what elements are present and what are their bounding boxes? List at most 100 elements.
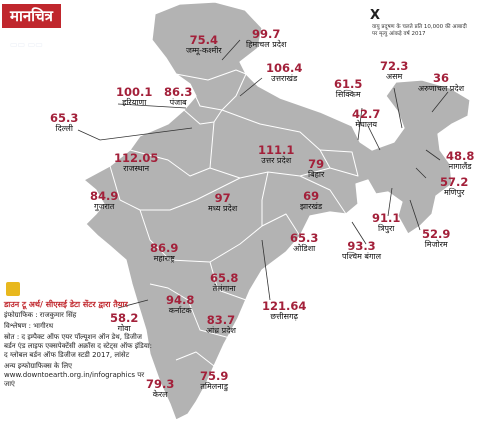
region-label-punjab: 86.3 पंजाब	[164, 86, 192, 107]
region-label-uttarakhand: 106.4 उत्तराखंड	[266, 62, 302, 83]
region-name: आंध्र प्रदेश	[206, 326, 236, 335]
region-value: 65.3	[290, 231, 319, 245]
leader-line-chhattisgarh	[261, 239, 271, 301]
region-value: 52.9	[422, 227, 451, 241]
region-value: 65.3	[50, 111, 79, 125]
credits-block: डाउन टू अर्थ/ सीएसई डेटा सेंटर द्वारा तै…	[4, 300, 154, 391]
region-value: 75.9	[200, 369, 229, 383]
credits-heading: डाउन टू अर्थ/ सीएसई डेटा सेंटर द्वारा तै…	[4, 300, 128, 309]
leader-line-hp	[221, 39, 241, 61]
region-value: 111.1	[258, 143, 295, 157]
region-label-west-bengal: 93.3 पश्चिम बंगाल	[342, 240, 381, 261]
region-value: 79.3	[146, 377, 175, 391]
credits-analysis: विश्लेषण : भागीरथ	[4, 322, 54, 330]
leader-line-delhi	[77, 127, 193, 141]
region-value: 48.8	[446, 149, 475, 163]
region-label-gujarat: 84.9 गुजरात	[90, 190, 118, 211]
region-value: 112.05	[114, 151, 159, 165]
region-name: हिमाचल प्रदेश	[246, 40, 287, 49]
leader-line-wb	[351, 221, 367, 245]
publisher-logo	[6, 282, 20, 296]
region-name: त्रिपुरा	[377, 224, 395, 233]
region-label-delhi: 65.3 दिल्ली	[50, 112, 78, 133]
region-label-assam: 72.3 असम	[380, 60, 408, 81]
region-name: मेघालय	[355, 120, 378, 129]
region-name: तेलंगाना	[212, 284, 236, 293]
mainland-shape	[83, 1, 471, 421]
region-label-arunachal: 36 अरुणाचल प्रदेश	[418, 72, 464, 93]
region-label-andhra-pradesh: 83.7 आंध्र प्रदेश	[206, 314, 236, 335]
region-value: 121.64	[262, 299, 307, 313]
region-label-sikkim: 61.5 सिक्किम	[334, 78, 362, 99]
region-label-meghalaya: 42.7 मेघालय	[352, 108, 380, 129]
region-name: राजस्थान	[123, 164, 150, 173]
legend-marker: X	[370, 8, 381, 23]
region-label-haryana: 100.1 हरियाणा	[116, 86, 152, 107]
region-label-telangana: 65.8 तेलंगाना	[210, 272, 238, 293]
region-name: अरुणाचल प्रदेश	[418, 84, 465, 93]
region-name: बिहार	[308, 170, 325, 179]
region-name: जम्मू-कश्मीर	[186, 46, 222, 55]
leader-line-meghalaya	[367, 125, 381, 151]
region-value: 84.9	[90, 189, 119, 203]
region-value: 72.3	[380, 59, 409, 73]
leader-line-assam	[393, 87, 403, 129]
region-name: महाराष्ट्र	[153, 254, 175, 263]
region-name: असम	[386, 72, 403, 81]
region-value: 97	[214, 191, 231, 205]
region-value: 42.7	[352, 107, 381, 121]
region-value: 58.2	[110, 311, 139, 325]
region-name: नागालैंड	[448, 162, 472, 171]
region-name: पंजाब	[169, 98, 187, 107]
region-label-maharashtra: 86.9 महाराष्ट्र	[150, 242, 178, 263]
region-value: 69	[303, 189, 320, 203]
credits-more-link[interactable]: अन्य इन्फोग्राफिक्स के लिए www.downtoear…	[4, 362, 145, 388]
region-value: 86.3	[164, 85, 193, 99]
region-name: दिल्ली	[55, 124, 73, 133]
region-name: ओडिशा	[293, 244, 316, 253]
region-name: सिक्किम	[335, 90, 361, 99]
region-value: 86.9	[150, 241, 179, 255]
region-label-chhattisgarh: 121.64 छत्तीसगढ़	[262, 300, 306, 321]
region-label-rajasthan: 112.05 राजस्थान	[114, 152, 158, 173]
region-value: 100.1	[116, 85, 153, 99]
region-label-tripura: 91.1 त्रिपुरा	[372, 212, 400, 233]
region-label-jammu-kashmir: 75.4 जम्मू-कश्मीर	[186, 34, 222, 55]
region-value: 57.2	[440, 175, 469, 189]
region-label-tamil-nadu: 75.9 तमिलनाडु	[200, 370, 228, 391]
map-landmass	[83, 1, 471, 421]
region-label-mizoram: 52.9 मिजोरम	[422, 228, 450, 249]
region-value: 79	[308, 157, 325, 171]
credits-graphics: इंफोग्राफिक : राजकुमार सिंह	[4, 311, 77, 319]
map-title: मानचित्र	[2, 4, 61, 28]
region-name: पश्चिम बंगाल	[342, 252, 381, 261]
region-value: 99.7	[252, 27, 281, 41]
region-value: 83.7	[206, 313, 236, 327]
region-value: 36	[433, 71, 450, 85]
leader-line-tripura	[387, 187, 393, 217]
region-label-goa: 58.2 गोवा	[110, 312, 138, 333]
region-value: 93.3	[347, 239, 376, 253]
region-label-nagaland: 48.8 नागालैंड	[446, 150, 474, 171]
region-value: 94.8	[166, 293, 195, 307]
leader-line-arunachal	[431, 91, 449, 113]
region-label-bihar: 79 बिहार	[308, 158, 324, 179]
region-name: उत्तराखंड	[271, 74, 298, 83]
leader-line-uttarakhand	[239, 77, 263, 97]
region-name: हरियाणा	[122, 98, 147, 107]
region-name: तमिलनाडु	[200, 382, 228, 391]
leader-line-goa	[117, 299, 149, 309]
region-label-madhya-pradesh: 97 मध्य प्रदेश	[208, 192, 237, 213]
region-label-kerala: 79.3 केरल	[146, 378, 174, 399]
region-value: 61.5	[334, 77, 363, 91]
region-name: छत्तीसगढ़	[270, 312, 298, 321]
leader-line-haryana	[117, 103, 187, 109]
region-label-himachal: 99.7 हिमाचल प्रदेश	[246, 28, 286, 49]
region-name: मणिपुर	[443, 188, 465, 197]
region-name: गोवा	[117, 324, 131, 333]
region-name: गुजरात	[94, 202, 115, 211]
region-name: उत्तर प्रदेश	[261, 156, 292, 165]
leader-lines	[77, 39, 449, 309]
